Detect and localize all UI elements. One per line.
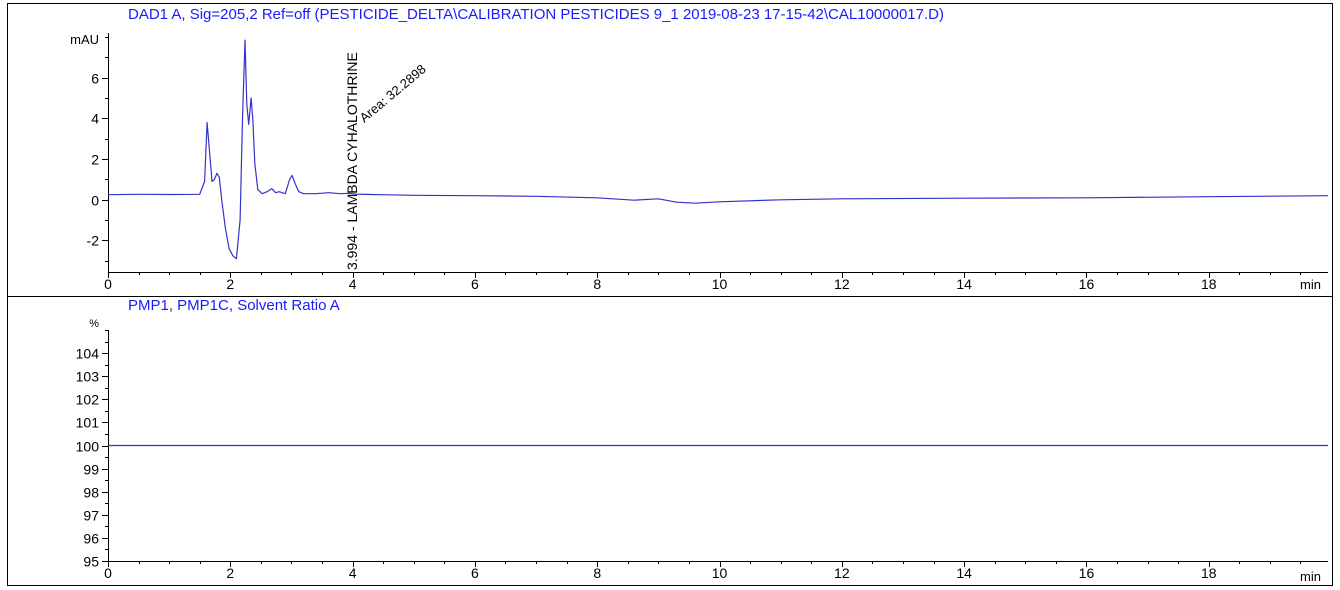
y-tick-label: 104 <box>76 346 100 362</box>
x-tick-label: 0 <box>104 565 112 581</box>
y-tick-label: 0 <box>91 193 99 209</box>
y-tick-label: 2 <box>91 152 99 168</box>
x-tick-label: 10 <box>712 276 728 292</box>
y-tick-label: 99 <box>83 462 99 478</box>
y-tick-label: 102 <box>76 392 100 408</box>
y-axis-label: mAU <box>70 32 99 47</box>
peak-label: 3.994 - LAMBDA CYHALOTHRINE <box>344 52 360 270</box>
x-tick-label: 4 <box>349 276 357 292</box>
x-axis-label: min <box>1300 569 1321 584</box>
x-tick-label: 8 <box>593 276 601 292</box>
y-tick-label: 96 <box>83 531 99 547</box>
x-tick-label: 10 <box>712 565 728 581</box>
x-tick-label: 4 <box>349 565 357 581</box>
x-tick-label: 16 <box>1079 276 1095 292</box>
x-tick-label: 14 <box>956 565 972 581</box>
y-tick-label: 97 <box>83 508 99 524</box>
x-tick-label: 0 <box>104 276 112 292</box>
chart-title: DAD1 A, Sig=205,2 Ref=off (PESTICIDE_DEL… <box>128 6 944 23</box>
x-axis-label: min <box>1300 277 1321 292</box>
peak-area-label: Area: 32.2898 <box>357 61 429 125</box>
series-line <box>107 39 1329 260</box>
x-tick-label: 2 <box>226 565 234 581</box>
x-tick-label: 18 <box>1201 565 1217 581</box>
x-tick-label: 6 <box>471 565 479 581</box>
dad1-signal-panel: DAD1 A, Sig=205,2 Ref=off (PESTICIDE_DEL… <box>70 6 1329 292</box>
y-tick-label: -2 <box>87 233 100 249</box>
y-tick-label: 101 <box>76 415 100 431</box>
x-tick-label: 18 <box>1201 276 1217 292</box>
x-tick-label: 8 <box>593 565 601 581</box>
y-tick-label: 4 <box>91 111 99 127</box>
y-axis-label: % <box>89 318 99 330</box>
y-tick-label: 95 <box>83 554 99 570</box>
figure-border <box>7 3 1333 586</box>
x-tick-label: 6 <box>471 276 479 292</box>
x-tick-label: 12 <box>834 276 850 292</box>
y-tick-label: 100 <box>76 439 100 455</box>
x-tick-label: 16 <box>1079 565 1095 581</box>
y-tick-label: 103 <box>76 369 100 385</box>
x-tick-label: 12 <box>834 565 850 581</box>
chart-title: PMP1, PMP1C, Solvent Ratio A <box>128 297 340 314</box>
x-tick-label: 2 <box>226 276 234 292</box>
x-tick-label: 14 <box>956 276 972 292</box>
pump-ratio-panel: PMP1, PMP1C, Solvent Ratio A 0 2 4 6 8 10 12 14 1… <box>76 297 1328 584</box>
y-tick-label: 98 <box>83 485 99 501</box>
y-tick-label: 6 <box>91 71 99 87</box>
